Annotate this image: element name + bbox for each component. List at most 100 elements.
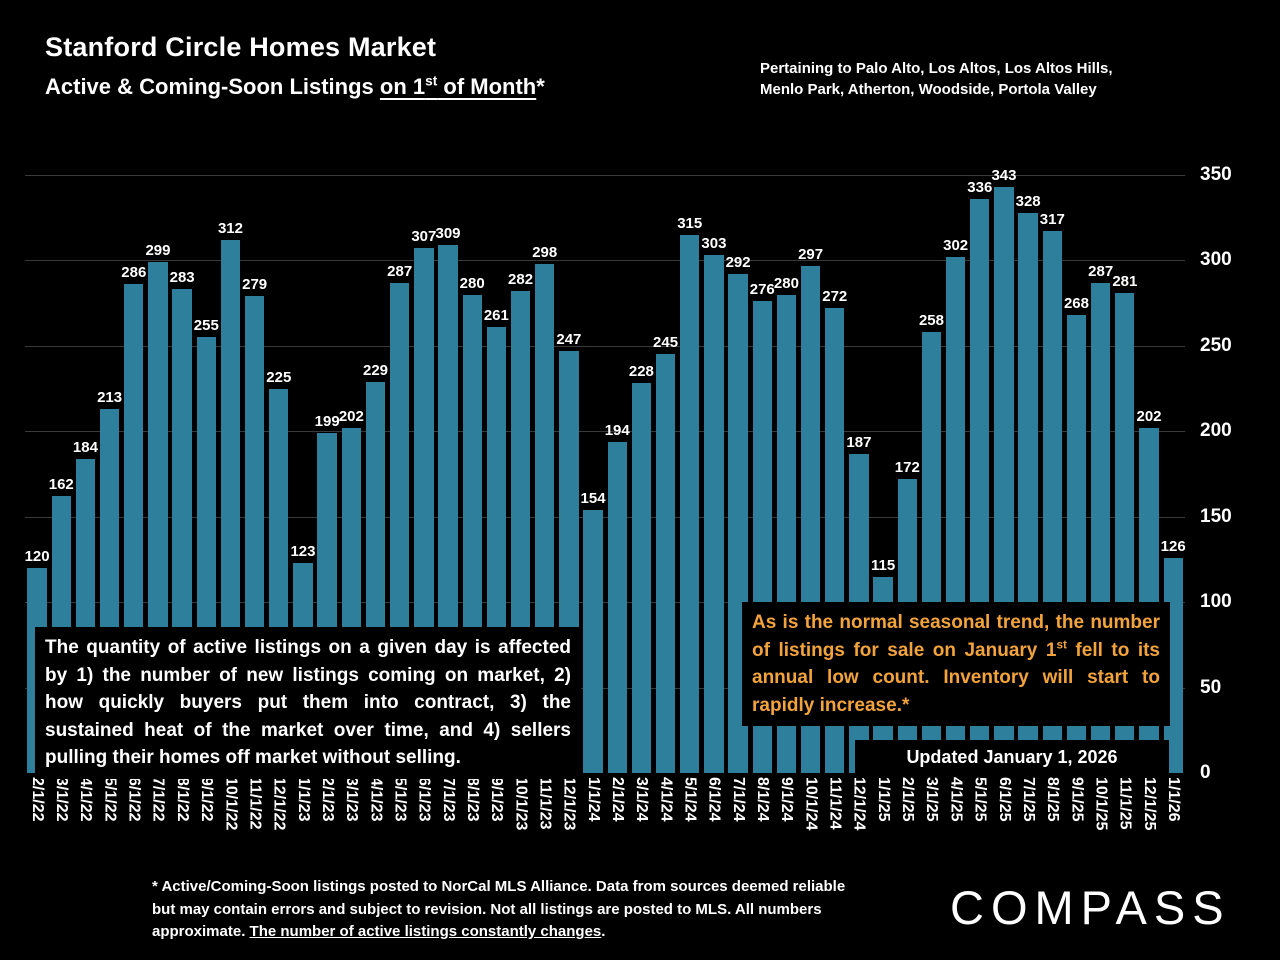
x-axis-label: 1/1/23 bbox=[294, 777, 312, 822]
x-slot: 6/1/22 bbox=[122, 777, 146, 830]
gridline bbox=[25, 175, 1185, 176]
bar-value-label: 115 bbox=[871, 556, 896, 574]
x-axis-label: 12/1/25 bbox=[1140, 777, 1158, 831]
x-axis-label: 2/1/25 bbox=[899, 777, 917, 822]
x-axis-label: 2/1/24 bbox=[609, 777, 626, 822]
x-axis-label: 3/1/25 bbox=[923, 777, 941, 822]
bar-value-label: 199 bbox=[314, 413, 340, 430]
x-slot: 12/1/24 bbox=[847, 777, 871, 830]
x-axis-label: 7/1/23 bbox=[439, 777, 457, 822]
x-axis-label: 6/1/24 bbox=[705, 777, 723, 822]
x-slot: 2/1/23 bbox=[315, 777, 339, 830]
bar-value-label: 228 bbox=[628, 363, 654, 381]
bar-value-label: 317 bbox=[1039, 211, 1065, 229]
x-axis-label: 10/1/25 bbox=[1092, 777, 1110, 831]
x-axis-label: 5/1/23 bbox=[391, 777, 409, 822]
x-axis-label: 3/1/22 bbox=[53, 777, 71, 822]
x-slot: 4/1/25 bbox=[944, 777, 968, 830]
bar-value-label: 154 bbox=[580, 489, 606, 507]
x-axis-label: 1/1/25 bbox=[874, 777, 892, 822]
x-slot: 10/1/22 bbox=[218, 777, 242, 830]
x-axis-label: 10/1/24 bbox=[802, 777, 820, 831]
x-slot: 11/1/25 bbox=[1113, 777, 1137, 830]
gridline bbox=[25, 687, 1185, 689]
bar-value-label: 172 bbox=[894, 459, 920, 477]
bar-value-label: 184 bbox=[72, 438, 98, 456]
y-axis-label: 150 bbox=[1200, 505, 1232, 527]
x-axis-label: 4/1/22 bbox=[77, 777, 95, 822]
bar-value-label: 328 bbox=[1015, 192, 1041, 210]
compass-logo: COMPASS bbox=[950, 881, 1231, 934]
x-slot: 8/1/24 bbox=[750, 777, 774, 830]
subtitle-asterisk: * bbox=[536, 74, 545, 99]
bar-value-label: 272 bbox=[822, 288, 848, 306]
x-slot: 11/1/22 bbox=[243, 777, 267, 830]
subtitle-underlined: on 1st of Month bbox=[379, 73, 537, 99]
bar bbox=[680, 234, 700, 773]
disclaimer-underlined: The number of active listings constantly… bbox=[249, 923, 602, 940]
subtitle-prefix: Active & Coming-Soon Listings bbox=[45, 74, 380, 99]
x-axis-label: 7/1/24 bbox=[729, 777, 747, 822]
bar-value-label: 225 bbox=[266, 368, 292, 386]
x-axis-label: 10/1/22 bbox=[222, 777, 240, 831]
bar-value-label: 268 bbox=[1063, 295, 1089, 313]
disclaimer: * Active/Coming-Soon listings posted to … bbox=[152, 878, 846, 940]
y-axis-label: 0 bbox=[1200, 762, 1211, 783]
x-axis: 2/1/22 3/1/22 4/1/22 5/1/22 6/1/22 7/1/22 8/1/… bbox=[25, 777, 1185, 830]
x-axis-label: 12/1/24 bbox=[850, 777, 868, 831]
y-axis-label: 300 bbox=[1200, 249, 1232, 271]
bar bbox=[583, 509, 603, 773]
x-axis-label: 11/1/23 bbox=[536, 777, 554, 830]
x-axis-label: 6/1/25 bbox=[995, 777, 1013, 822]
bar bbox=[631, 383, 652, 773]
bar-value-label: 187 bbox=[846, 433, 872, 451]
region-note: Pertaining to Palo Alto, Los Altos, Los … bbox=[760, 58, 1113, 100]
x-slot: 4/1/23 bbox=[363, 777, 387, 830]
bar-value-label: 281 bbox=[1112, 272, 1138, 290]
bar-slot: 228 bbox=[629, 175, 654, 773]
bar-value-label: 126 bbox=[1160, 537, 1186, 555]
bar-value-label: 287 bbox=[1088, 262, 1114, 280]
bar-value-label: 315 bbox=[677, 214, 703, 232]
x-slot: 10/1/23 bbox=[508, 777, 532, 830]
bar-value-label: 162 bbox=[48, 476, 74, 494]
bar-value-label: 280 bbox=[459, 274, 485, 292]
bar bbox=[655, 354, 676, 773]
x-axis-label: 4/1/23 bbox=[367, 777, 385, 822]
x-axis-label: 7/1/25 bbox=[1019, 777, 1037, 822]
x-slot: 1/1/23 bbox=[291, 777, 315, 830]
bar-value-label: 287 bbox=[387, 262, 413, 280]
y-axis-label: 250 bbox=[1200, 334, 1232, 356]
bar bbox=[704, 255, 724, 773]
x-axis-label: 6/1/23 bbox=[415, 777, 433, 822]
region-line-2: Menlo Park, Atherton, Woodside, Portola … bbox=[760, 81, 1097, 98]
bar-value-label: 282 bbox=[508, 271, 534, 289]
x-slot: 8/1/23 bbox=[460, 777, 484, 830]
gridlines bbox=[25, 175, 1185, 773]
x-axis-label: 11/1/24 bbox=[826, 777, 844, 830]
x-axis-label: 9/1/23 bbox=[488, 777, 506, 822]
x-axis-label: 12/1/23 bbox=[560, 777, 578, 831]
x-slot: 1/1/26 bbox=[1161, 777, 1185, 830]
x-slot: 4/1/24 bbox=[653, 777, 677, 830]
x-axis-label: 7/1/22 bbox=[149, 777, 167, 822]
x-slot: 5/1/22 bbox=[98, 777, 122, 830]
gridline bbox=[25, 260, 1185, 262]
bar-value-label: 307 bbox=[411, 228, 437, 246]
y-axis: 0 50 100 150 200 250 300 350 bbox=[1200, 164, 1275, 783]
seasonal-note: As is the normal seasonal trend, the num… bbox=[742, 602, 1170, 727]
x-slot: 9/1/24 bbox=[774, 777, 798, 830]
x-slot: 7/1/24 bbox=[726, 777, 750, 830]
bar-value-label: 286 bbox=[121, 264, 147, 282]
x-slot: 5/1/23 bbox=[388, 777, 412, 830]
bar-value-label: 309 bbox=[435, 225, 461, 243]
x-slot: 12/1/25 bbox=[1137, 777, 1161, 830]
bar-value-label: 261 bbox=[483, 307, 509, 325]
x-axis-label: 3/1/24 bbox=[633, 777, 651, 822]
x-slot: 9/1/25 bbox=[1064, 777, 1088, 830]
y-axis-label: 200 bbox=[1200, 420, 1232, 442]
bar-value-label: 336 bbox=[967, 178, 993, 196]
bar-value-label: 283 bbox=[169, 269, 195, 287]
bar-value-label: 245 bbox=[653, 334, 679, 352]
x-slot: 2/1/24 bbox=[605, 777, 629, 830]
